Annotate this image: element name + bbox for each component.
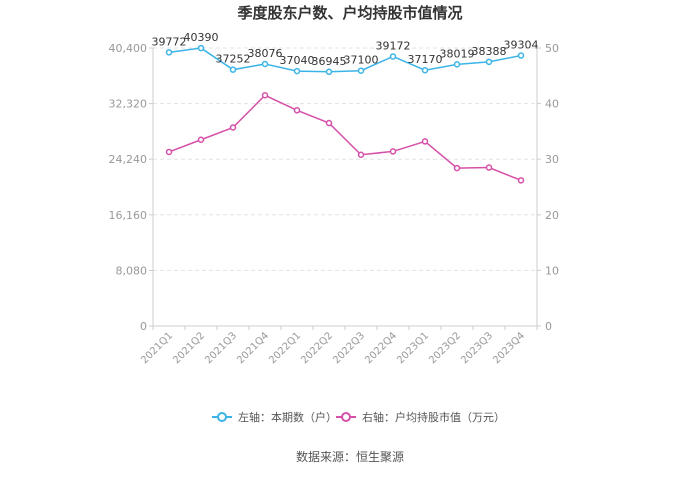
x-tick-label: 2023Q3 [459, 330, 495, 366]
data-point [197, 44, 205, 52]
data-label: 38076 [248, 47, 283, 60]
data-point [293, 67, 301, 75]
y-left-tick-label: 8,080 [116, 264, 148, 277]
data-label: 39304 [504, 39, 539, 52]
data-point [165, 148, 173, 156]
data-label: 37100 [344, 54, 379, 67]
series-line-1 [168, 47, 522, 73]
x-tick-label: 2021Q1 [139, 330, 175, 366]
data-point [485, 58, 493, 66]
y-left-tick-label: 24,240 [109, 153, 148, 166]
y-left-tick-label: 40,400 [109, 42, 148, 55]
legend-label: 左轴：本期数（户） [238, 410, 337, 424]
data-point [517, 52, 525, 59]
data-point [485, 164, 493, 171]
data-point [389, 148, 397, 155]
x-tick-label: 2023Q2 [427, 330, 463, 366]
chart-title: 季度股东户数、户均持股市值情况 [237, 4, 462, 22]
x-tick-label: 2021Q2 [171, 330, 207, 366]
x-tick-label: 2021Q4 [235, 330, 271, 366]
data-point [229, 66, 237, 73]
y-left-tick-label: 16,160 [109, 209, 148, 222]
y-left-tick-label: 0 [140, 320, 147, 333]
x-tick-label: 2022Q2 [299, 330, 335, 366]
legend-label: 右轴：户均持股市值（万元） [362, 410, 505, 424]
data-point [325, 68, 333, 76]
series [165, 44, 525, 184]
y-right-tick-label: 40 [545, 98, 559, 111]
y-right-tick-label: 10 [545, 264, 559, 277]
legend-item-1[interactable]: 左轴：本期数（户） [212, 410, 337, 424]
x-tick-label: 2023Q4 [491, 330, 527, 366]
data-point [229, 124, 237, 131]
legend-marker [217, 412, 227, 422]
series-line-2 [168, 94, 522, 182]
data-point [325, 119, 333, 127]
data-point [421, 138, 429, 145]
data-point [517, 177, 525, 184]
data-label: 38019 [440, 47, 475, 60]
legend-item-2[interactable]: 右轴：户均持股市值（万元） [336, 410, 505, 424]
y-right-tick-label: 50 [545, 42, 559, 55]
x-tick-label: 2022Q3 [331, 330, 367, 366]
data-point [293, 107, 301, 114]
legend-marker [341, 412, 351, 422]
data-point [357, 151, 365, 159]
y-right-tick-label: 30 [545, 153, 559, 166]
data-point [389, 53, 397, 60]
x-tick-label: 2022Q1 [267, 330, 303, 366]
data-label: 37170 [408, 53, 443, 66]
grid [153, 47, 537, 271]
data-label: 37040 [280, 54, 315, 67]
data-point [453, 164, 461, 172]
data-label: 39772 [152, 35, 187, 48]
data-label: 38388 [472, 45, 507, 58]
x-tick-label: 2023Q1 [395, 330, 431, 366]
axes: 0 0 8,080 10 16,160 20 24,240 30 32,320 40 40,400 5… [109, 42, 560, 366]
data-point [261, 60, 269, 68]
data-point [165, 49, 173, 56]
data-point [197, 136, 205, 143]
data-source: 数据来源：恒生聚源 [296, 449, 404, 464]
legend[interactable]: 左轴：本期数（户） 右轴：户均持股市值（万元） [212, 410, 505, 424]
data-point [261, 92, 269, 99]
y-left-tick-label: 32,320 [109, 98, 148, 111]
data-point [453, 61, 461, 68]
data-label: 36945 [312, 55, 347, 68]
x-tick-label: 2021Q3 [203, 330, 239, 366]
data-label: 40390 [184, 31, 219, 44]
data-label: 39172 [376, 39, 411, 52]
data-point [357, 67, 365, 74]
y-right-tick-label: 20 [545, 209, 559, 222]
y-right-tick-label: 0 [545, 320, 552, 333]
data-point [421, 66, 429, 74]
data-label: 37252 [216, 53, 251, 66]
x-tick-label: 2022Q4 [363, 330, 399, 366]
